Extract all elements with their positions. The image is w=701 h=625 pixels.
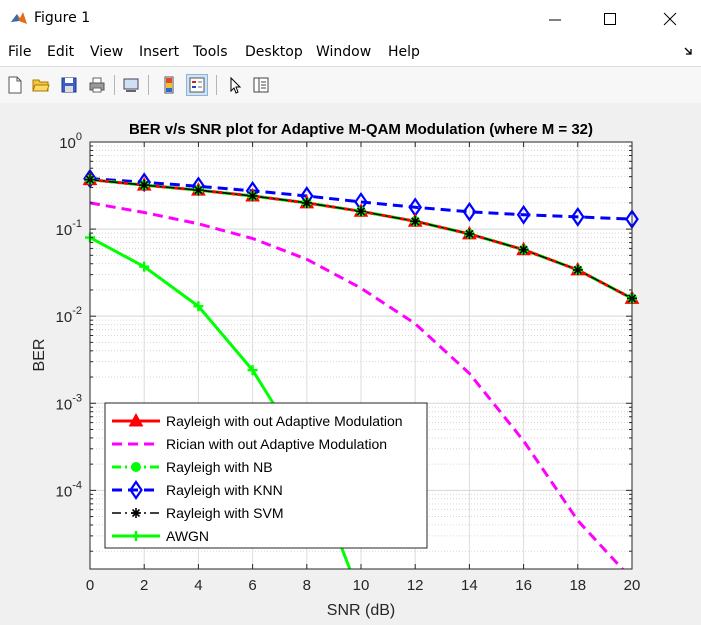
y-axis-label: BER	[31, 339, 48, 372]
legend-label: Rayleigh with KNN	[166, 482, 283, 498]
x-tick-label: 0	[86, 577, 94, 594]
title-bar: Figure 1	[0, 0, 701, 38]
colorbar-button[interactable]	[158, 74, 180, 96]
series-line	[90, 177, 632, 221]
legend-marker	[131, 462, 141, 472]
new-figure-button[interactable]	[4, 74, 26, 96]
link-plot-icon	[123, 78, 139, 92]
data-point	[247, 365, 258, 376]
y-tick-label: 100	[59, 131, 82, 152]
data-point	[193, 301, 204, 312]
menu-file[interactable]: File	[8, 44, 32, 60]
close-icon	[663, 12, 677, 26]
minimize-button[interactable]	[540, 8, 570, 30]
data-point	[193, 185, 204, 196]
legend-marker	[131, 508, 141, 518]
menu-window[interactable]: Window	[316, 44, 372, 60]
menu-view[interactable]: View	[90, 44, 124, 60]
open-file-icon	[32, 79, 50, 92]
data-point	[570, 206, 585, 227]
y-tick-label: 10-4	[56, 479, 82, 500]
legend-marker	[131, 531, 141, 541]
x-axis: 0 2 4 6 8 10 12 14 16 18 20	[86, 142, 641, 594]
legend: Rayleigh with out Adaptive Modulation Ric…	[104, 402, 428, 549]
y-tick-label: 10-3	[56, 392, 82, 413]
y-tick-label: 10-2	[56, 305, 82, 326]
data-point	[356, 206, 366, 217]
matlab-icon	[11, 12, 27, 24]
figure-toolbar	[0, 66, 701, 104]
x-tick-label: 2	[140, 577, 148, 594]
x-tick-label: 6	[248, 577, 256, 594]
legend-icon	[189, 77, 205, 93]
dock-arrow-icon[interactable]	[684, 46, 694, 56]
x-tick-label: 20	[624, 577, 641, 594]
pointer-button[interactable]	[224, 74, 246, 96]
legend-marker	[129, 480, 143, 500]
menu-desktop[interactable]: Desktop	[245, 44, 303, 60]
y-tick-exponent: -1	[72, 218, 82, 230]
data-point	[572, 264, 583, 275]
legend-label: Rayleigh with out Adaptive Modulation	[166, 413, 403, 429]
open-file-button[interactable]	[30, 74, 52, 96]
data-point	[247, 190, 258, 201]
maximize-button[interactable]	[595, 8, 625, 30]
x-tick-label: 14	[461, 577, 478, 594]
print-icon	[89, 77, 105, 93]
menu-tools[interactable]: Tools	[193, 44, 228, 60]
window-title: Figure 1	[34, 10, 91, 26]
save-icon	[61, 77, 77, 93]
x-tick-label: 12	[407, 577, 424, 594]
menu-insert[interactable]: Insert	[139, 44, 180, 60]
legend-button[interactable]	[186, 74, 208, 96]
y-tick-exponent: -4	[72, 479, 82, 491]
maximize-icon	[604, 13, 616, 25]
new-figure-icon	[8, 76, 22, 94]
property-inspector-icon	[253, 77, 269, 93]
data-point	[301, 197, 312, 208]
data-point	[410, 216, 421, 227]
toolbar-separator	[216, 75, 217, 95]
data-point	[139, 180, 150, 191]
toolbar-separator	[148, 75, 149, 95]
data-point	[462, 201, 477, 222]
menu-edit[interactable]: Edit	[47, 44, 75, 60]
x-axis-label: SNR (dB)	[327, 602, 395, 619]
legend-label: Rician with out Adaptive Modulation	[166, 436, 387, 452]
legend-marker	[128, 412, 144, 427]
menu-help[interactable]: Help	[388, 44, 420, 60]
ber-vs-snr-chart: 0 2 4 6 8 10 12 14 16 18 20 100 10-1 10-2 10-3 10-4 BE…	[31, 121, 641, 619]
toolbar-separator	[114, 75, 115, 95]
legend-label: AWGN	[166, 528, 209, 544]
data-point	[516, 204, 531, 225]
data-point	[518, 244, 529, 255]
legend-label: Rayleigh with NB	[166, 459, 273, 475]
x-tick-label: 4	[194, 577, 202, 594]
colorbar-icon	[164, 76, 174, 94]
close-button[interactable]	[655, 8, 685, 30]
y-tick-exponent: 0	[76, 131, 82, 143]
y-tick-exponent: -3	[72, 392, 82, 404]
print-button[interactable]	[86, 74, 108, 96]
y-tick-label: 10-1	[56, 218, 82, 239]
save-button[interactable]	[58, 74, 80, 96]
link-plot-button[interactable]	[120, 74, 142, 96]
legend-box	[104, 402, 428, 549]
x-tick-label: 10	[353, 577, 370, 594]
legend-label: Rayleigh with SVM	[166, 505, 284, 521]
property-inspector-button[interactable]	[250, 74, 272, 96]
x-tick-label: 8	[303, 577, 311, 594]
minimize-icon	[549, 19, 561, 21]
menu-bar: File Edit View Insert Tools Desktop Wind…	[0, 38, 701, 66]
pointer-icon	[230, 76, 242, 94]
x-tick-label: 16	[515, 577, 532, 594]
data-point	[139, 261, 150, 272]
data-point	[464, 228, 475, 239]
y-tick-exponent: -2	[72, 305, 82, 317]
x-tick-label: 18	[569, 577, 586, 594]
chart-title: BER v/s SNR plot for Adaptive M-QAM Modu…	[129, 121, 593, 138]
